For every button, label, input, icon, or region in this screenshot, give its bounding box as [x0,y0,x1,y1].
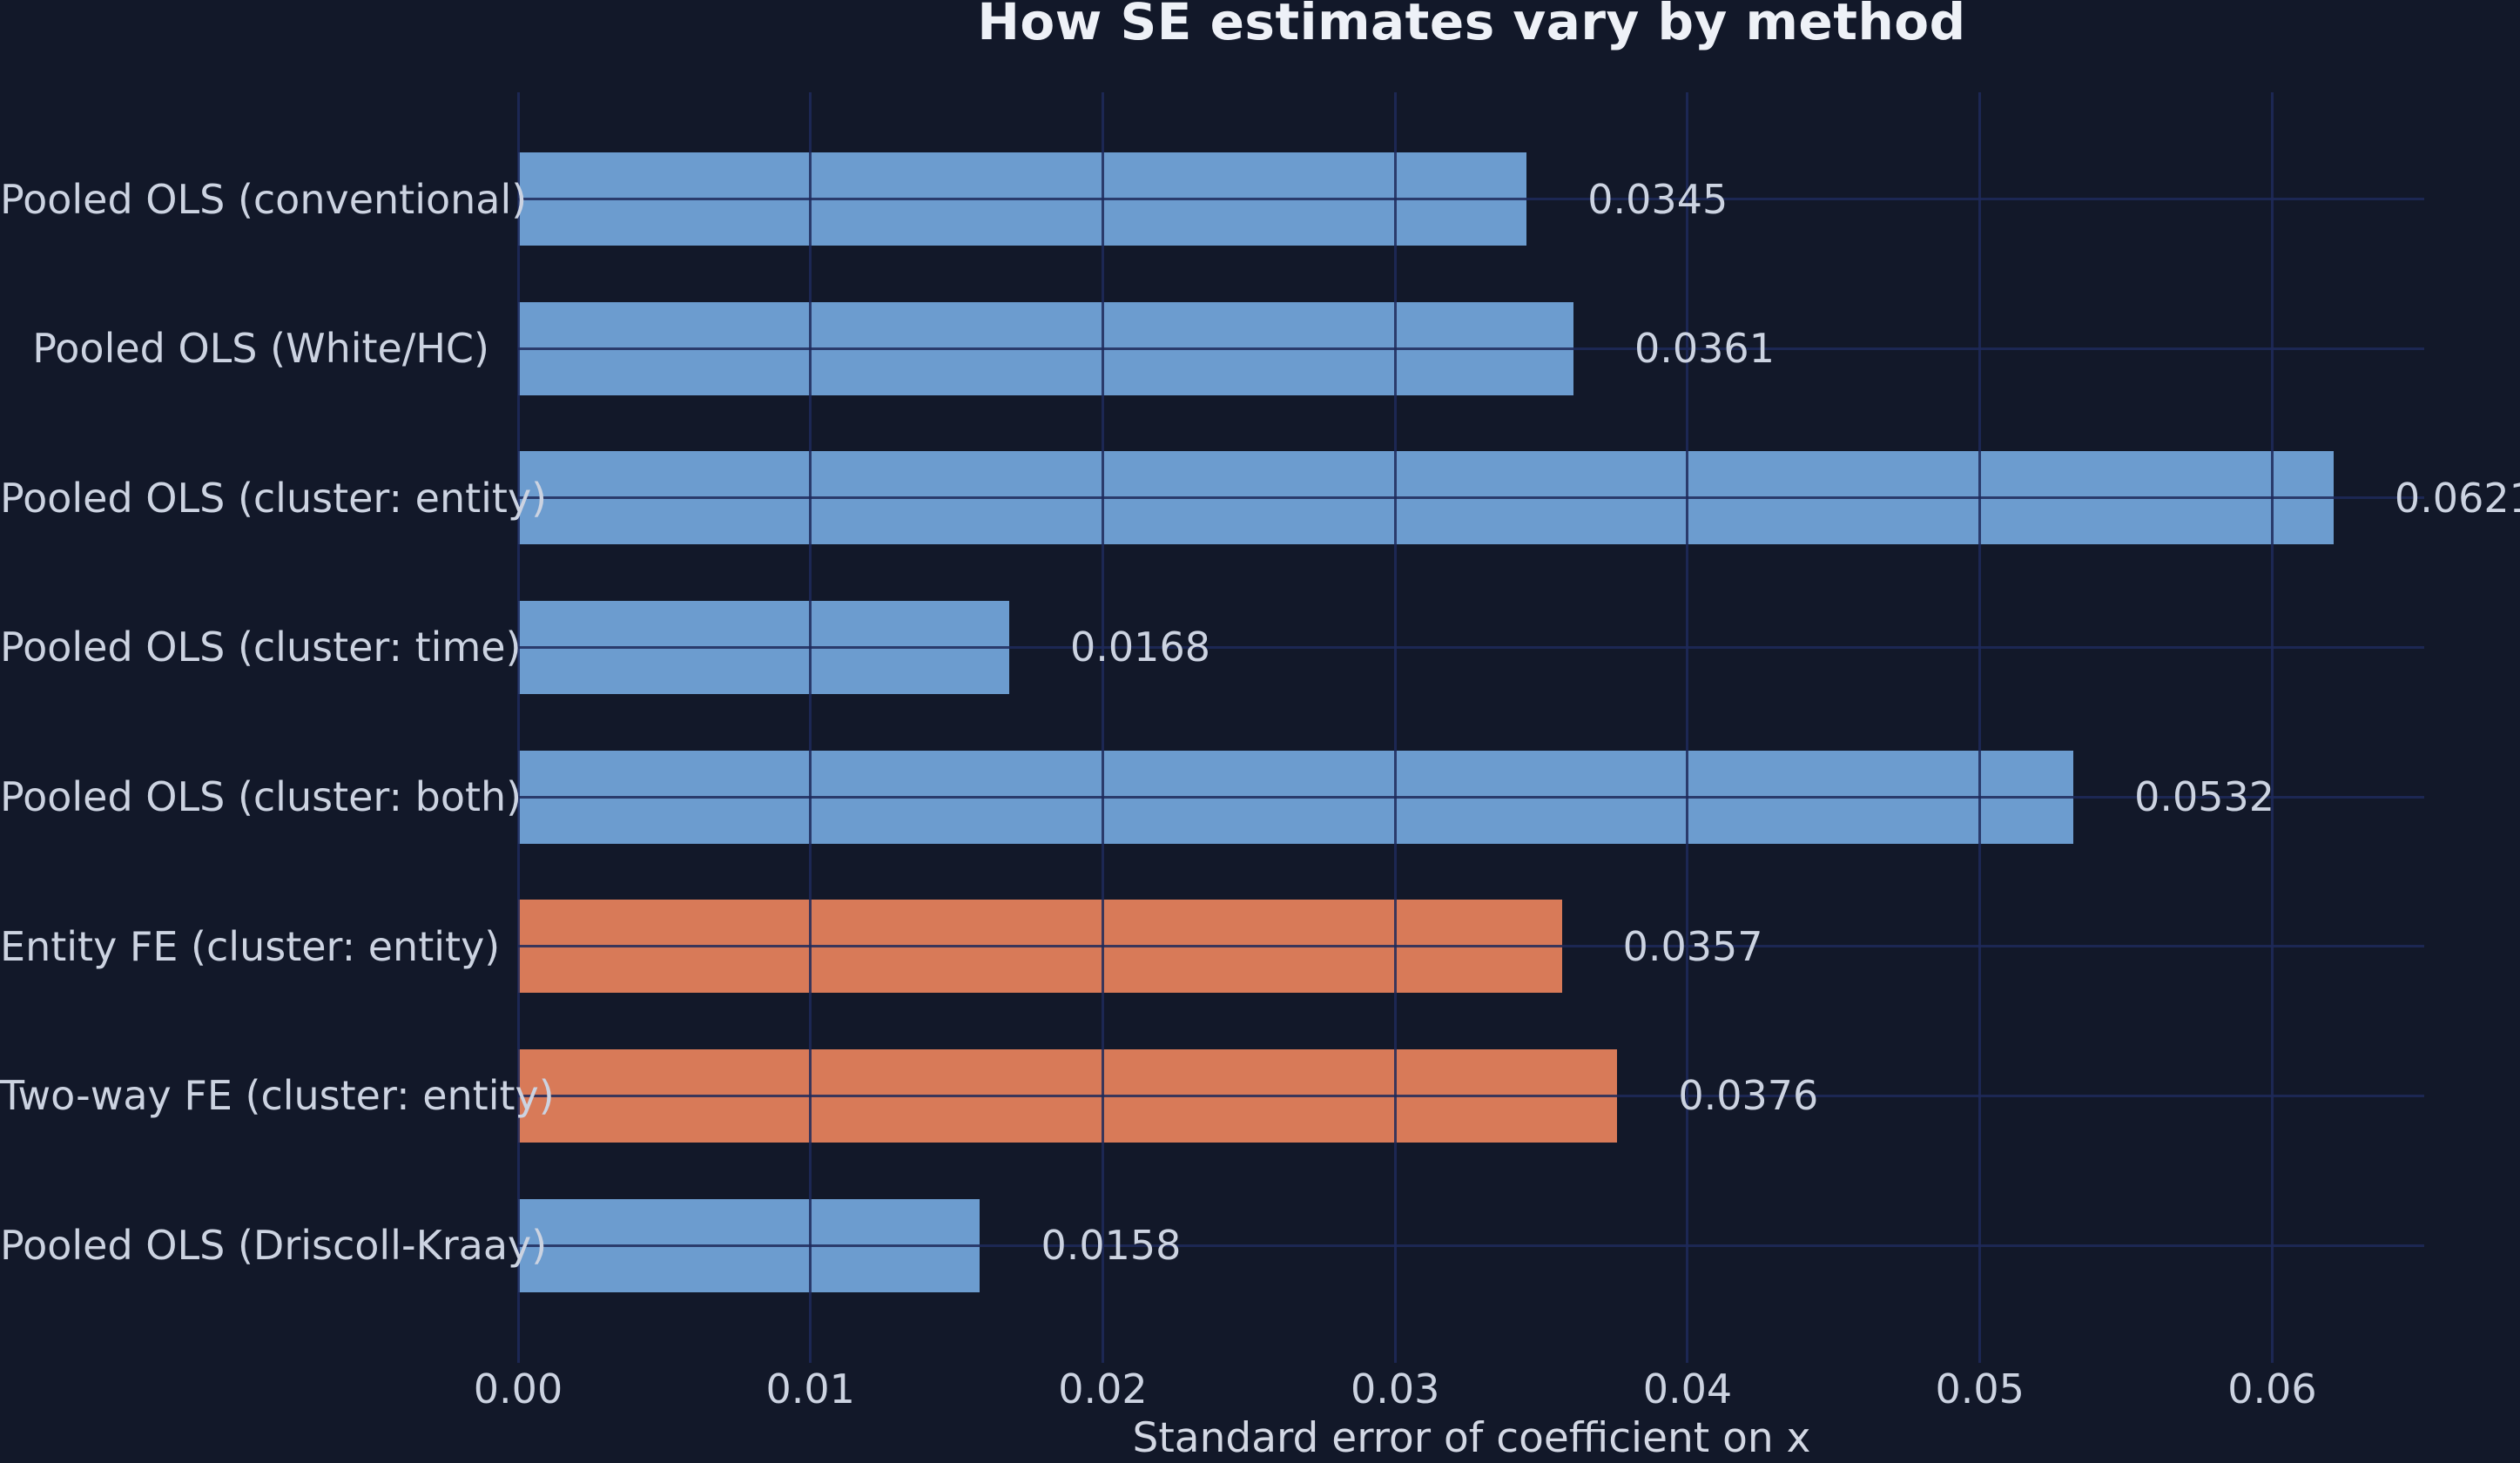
bar-value-label-3: 0.0168 [1070,624,1210,671]
x-tick-label-0: 0.00 [473,1365,563,1412]
x-tick-label-1: 0.01 [765,1365,855,1412]
gridline-horizontal-6 [518,1094,2424,1097]
bar-value-label-7: 0.0158 [1041,1222,1182,1270]
gridline-vertical-3 [1393,92,1397,1352]
gridline-horizontal-3 [518,645,2424,649]
gridline-horizontal-1 [518,347,2424,350]
bar-value-label-2: 0.0621 [2394,474,2520,522]
bar-value-label-5: 0.0357 [1622,922,1763,970]
y-tick-label-0: Pooled OLS (conventional) [0,175,528,223]
y-tick-label-6: Two-way FE (cluster: entity) [0,1072,555,1120]
y-tick-label-1: Pooled OLS (White/HC) [32,325,489,373]
gridline-vertical-2 [1101,92,1104,1352]
y-tick-label-4: Pooled OLS (cluster: both) [0,773,522,821]
x-tick-mark-2 [1101,1352,1104,1363]
gridline-vertical-1 [809,92,812,1352]
x-tick-label-6: 0.06 [2227,1365,2317,1412]
x-axis-label: Standard error of coefficient on x [1132,1414,1811,1462]
x-tick-mark-4 [1686,1352,1689,1363]
gridline-vertical-5 [1978,92,1982,1352]
gridline-horizontal-0 [518,198,2424,200]
gridline-horizontal-2 [518,496,2424,500]
bar-value-label-4: 0.0532 [2134,773,2275,821]
gridline-vertical-4 [1686,92,1689,1352]
y-tick-label-3: Pooled OLS (cluster: time) [0,624,522,671]
y-tick-label-2: Pooled OLS (cluster: entity) [0,474,548,522]
bar-value-label-6: 0.0376 [1678,1072,1819,1120]
gridline-horizontal-7 [518,1244,2424,1247]
x-tick-mark-0 [516,1352,520,1363]
gridline-horizontal-4 [518,795,2424,799]
gridline-vertical-0 [516,92,520,1352]
x-tick-label-5: 0.05 [1935,1365,2025,1412]
y-tick-label-5: Entity FE (cluster: entity) [0,922,501,970]
x-tick-label-2: 0.02 [1058,1365,1148,1412]
gridline-vertical-6 [2270,92,2274,1352]
x-tick-label-4: 0.04 [1642,1365,1733,1412]
x-tick-mark-5 [1978,1352,1982,1363]
bar-value-label-0: 0.0345 [1587,175,1728,223]
y-tick-label-7: Pooled OLS (Driscoll-Kraay) [0,1222,548,1270]
chart-title: How SE estimates vary by method [977,0,1966,51]
bar-value-label-1: 0.0361 [1634,325,1775,373]
x-tick-label-3: 0.03 [1350,1365,1440,1412]
x-tick-mark-1 [809,1352,812,1363]
x-tick-mark-3 [1393,1352,1397,1363]
x-tick-mark-6 [2270,1352,2274,1363]
gridline-horizontal-5 [518,945,2424,948]
